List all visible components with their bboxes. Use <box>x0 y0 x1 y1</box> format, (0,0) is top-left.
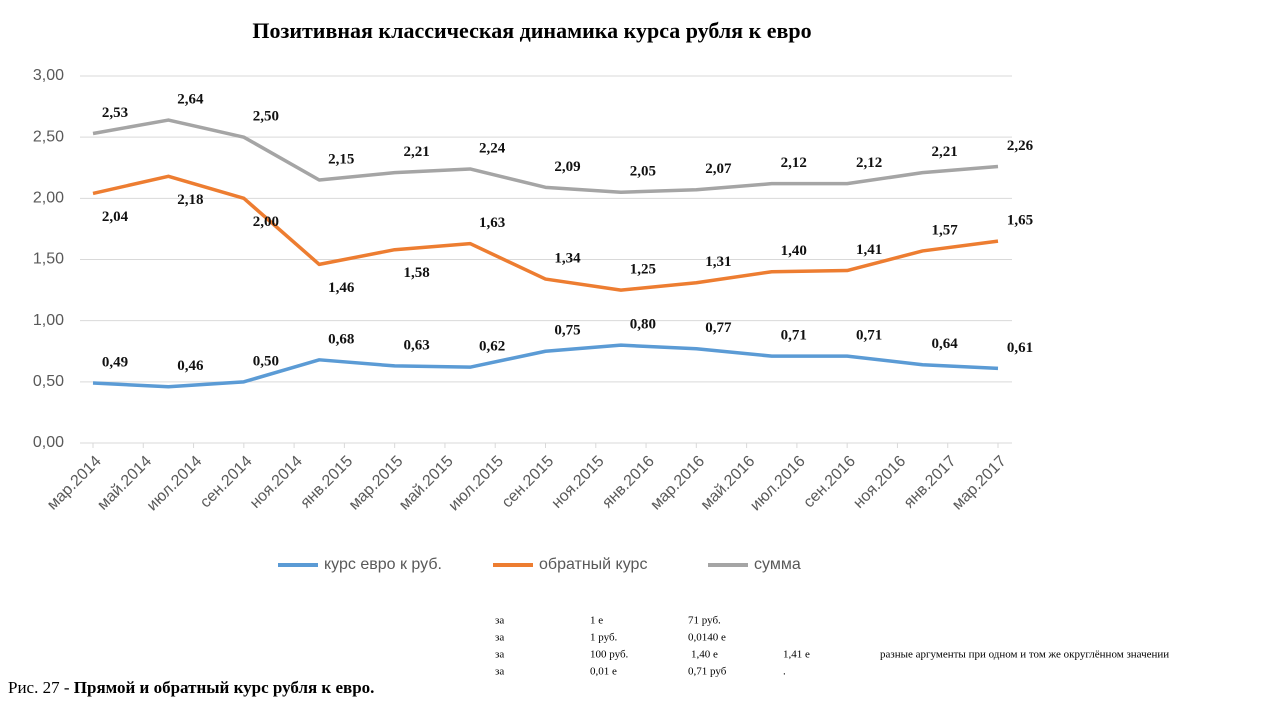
data-label: 0,50 <box>253 353 279 369</box>
x-tick-label: июл.2015 <box>446 453 508 515</box>
line-series <box>92 118 999 194</box>
data-label: 2,53 <box>102 105 128 121</box>
data-label: 2,24 <box>479 140 506 156</box>
data-label: 2,26 <box>1007 138 1034 154</box>
data-label: 2,21 <box>931 144 957 160</box>
x-tick-label: июл.2016 <box>747 453 809 515</box>
data-label: 0,80 <box>630 317 656 333</box>
data-label: 1,63 <box>479 215 505 231</box>
data-label: 0,68 <box>328 331 354 347</box>
note-cell: 1 е <box>590 615 603 627</box>
data-label: 1,34 <box>554 251 581 267</box>
data-label: 0,77 <box>705 320 732 336</box>
y-tick-label: 3,00 <box>33 67 64 84</box>
data-label: 2,07 <box>705 161 732 177</box>
data-label: 2,04 <box>102 209 129 225</box>
y-tick-label: 1,50 <box>33 251 64 268</box>
note-cell: разные аргументы при одном и том же окру… <box>880 649 1169 661</box>
caption: Рис. 27 - Прямой и обратный курс рубля к… <box>8 678 374 697</box>
line-series <box>92 174 999 292</box>
data-label: 2,64 <box>177 91 204 107</box>
data-label: 0,71 <box>856 328 882 344</box>
data-label: 1,25 <box>630 262 656 278</box>
x-tick-label: ноя.2016 <box>850 453 909 512</box>
data-label: 0,71 <box>781 328 807 344</box>
data-label: 2,15 <box>328 151 354 167</box>
note-cell: 1,41 е <box>783 649 810 661</box>
x-tick-label: сен.2016 <box>800 453 859 512</box>
legend-label: сумма <box>754 556 801 573</box>
note-cell: 1 руб. <box>590 632 618 644</box>
y-tick-label: 2,00 <box>33 190 64 207</box>
data-label: 0,61 <box>1007 340 1033 356</box>
note-cell: 1,40 е <box>691 649 718 661</box>
note-cell: за <box>495 666 504 678</box>
data-label: 0,63 <box>404 337 430 353</box>
data-label: 2,05 <box>630 164 656 180</box>
y-tick-label: 1,00 <box>33 312 64 329</box>
note-cell: за <box>495 632 504 644</box>
x-tick-label: ноя.2014 <box>247 453 306 512</box>
x-tick-label: мар.2016 <box>647 453 708 514</box>
line-series <box>92 343 999 389</box>
note-cell: за <box>495 615 504 627</box>
x-tick-label: мар.2017 <box>949 453 1010 514</box>
data-label: 1,57 <box>931 222 958 238</box>
data-label: 2,09 <box>554 159 580 175</box>
data-label: 2,12 <box>856 155 882 171</box>
legend-label: курс евро к руб. <box>324 556 442 573</box>
data-label: 2,12 <box>781 155 807 171</box>
data-label: 0,49 <box>102 354 128 370</box>
data-label: 1,31 <box>705 254 731 270</box>
data-label: 0,62 <box>479 339 505 355</box>
y-tick-label: 0,00 <box>33 434 64 451</box>
note-cell: . <box>783 666 786 678</box>
data-label: 1,46 <box>328 280 355 296</box>
data-label: 2,00 <box>253 214 279 230</box>
x-tick-label: июл.2014 <box>144 453 206 515</box>
data-label: 2,18 <box>177 192 203 208</box>
x-tick-label: сен.2014 <box>197 453 256 512</box>
data-label: 1,41 <box>856 242 882 258</box>
caption-prefix: Рис. 27 - <box>8 678 70 697</box>
data-label: 0,46 <box>177 358 204 374</box>
data-label: 1,40 <box>781 243 807 259</box>
x-tick-label: сен.2015 <box>499 453 558 512</box>
caption-text: Прямой и обратный курс рубля к евро. <box>74 678 375 697</box>
x-tick-label: мар.2014 <box>44 453 105 514</box>
data-label: 2,50 <box>253 109 279 125</box>
data-label: 0,64 <box>931 336 958 352</box>
data-label: 2,21 <box>404 144 430 160</box>
x-tick-label: мар.2015 <box>346 453 407 514</box>
note-cell: 0,0140 е <box>688 632 726 644</box>
x-tick-label: ноя.2015 <box>549 453 608 512</box>
note-cell: за <box>495 649 504 661</box>
note-cell: 0,01 е <box>590 666 617 678</box>
legend-label: обратный курс <box>539 556 647 573</box>
note-cell: 71 руб. <box>688 615 721 627</box>
data-label: 1,58 <box>404 265 430 281</box>
y-tick-label: 0,50 <box>33 373 64 390</box>
y-tick-label: 2,50 <box>33 128 64 145</box>
data-label: 0,75 <box>554 323 580 339</box>
data-label: 1,65 <box>1007 213 1033 229</box>
chart-title: Позитивная классическая динамика курса р… <box>252 18 811 43</box>
note-cell: 100 руб. <box>590 649 629 661</box>
note-cell: 0,71 руб <box>688 666 727 678</box>
